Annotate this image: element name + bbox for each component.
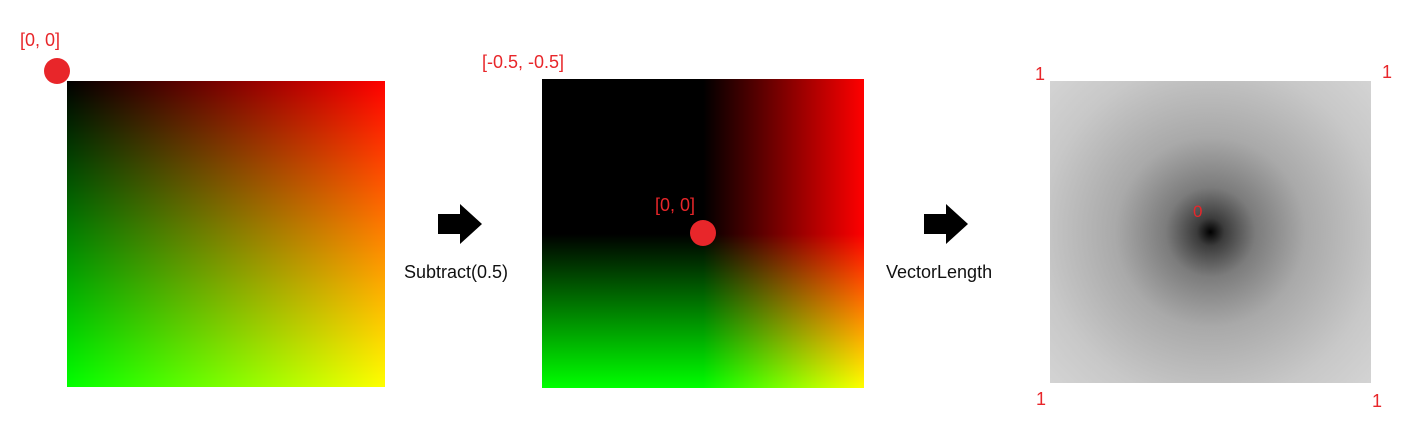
subtract-operation-label: Subtract(0.5) xyxy=(404,262,509,282)
center-value-label: 0 xyxy=(1193,202,1203,221)
corner-value-top-left: 1 xyxy=(1035,64,1046,84)
subtracted-gradient-panel xyxy=(542,79,864,388)
vector-length-operation-label: VectorLength xyxy=(886,262,993,282)
vector-length-panel xyxy=(1050,81,1371,383)
corner-value-bottom-right: 1 xyxy=(1372,391,1383,411)
right-arrow-icon xyxy=(438,204,484,244)
origin-label: [0, 0] xyxy=(20,30,61,50)
corner-value-bottom-left: 1 xyxy=(1036,389,1047,409)
uv-gradient-panel xyxy=(67,81,385,387)
origin-marker-dot xyxy=(44,58,70,84)
shifted-corner-label: [-0.5, -0.5] xyxy=(482,52,565,72)
corner-value-top-right: 1 xyxy=(1382,62,1393,82)
center-origin-label: [0, 0] xyxy=(655,195,696,215)
center-marker-dot xyxy=(690,220,716,246)
right-arrow-icon xyxy=(924,204,970,244)
